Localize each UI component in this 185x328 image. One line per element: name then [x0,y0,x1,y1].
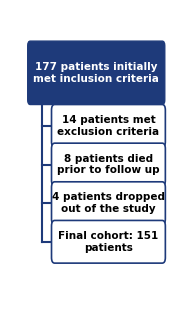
FancyBboxPatch shape [51,182,165,224]
Text: 14 patients met
exclusion criteria: 14 patients met exclusion criteria [57,115,159,137]
FancyBboxPatch shape [28,41,165,105]
FancyBboxPatch shape [51,105,165,147]
Text: 8 patients died
prior to follow up: 8 patients died prior to follow up [57,154,160,175]
FancyBboxPatch shape [51,220,165,263]
Text: 4 patients dropped
out of the study: 4 patients dropped out of the study [52,192,165,214]
Text: 177 patients initially
met inclusion criteria: 177 patients initially met inclusion cri… [33,62,159,84]
Text: Final cohort: 151
patients: Final cohort: 151 patients [58,231,159,253]
FancyBboxPatch shape [51,143,165,186]
